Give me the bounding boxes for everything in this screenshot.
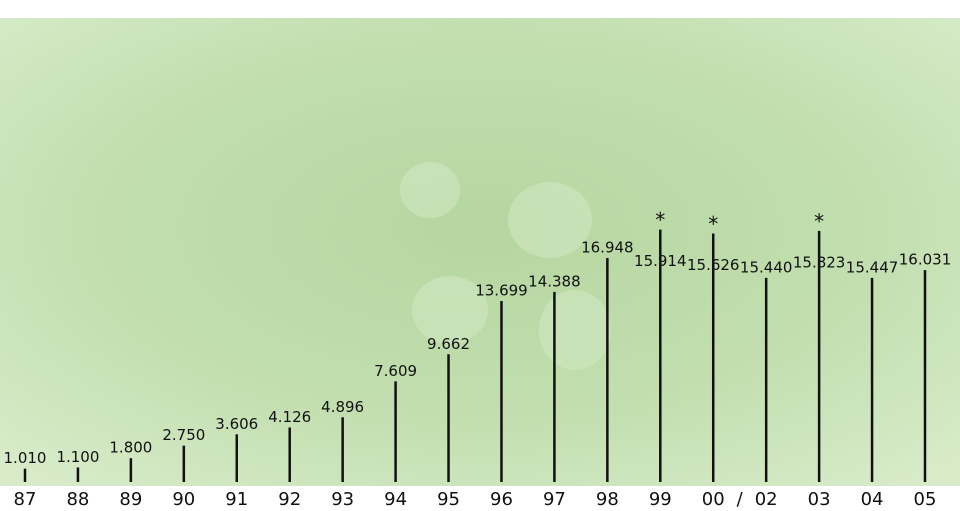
x-tick-label: 88 bbox=[66, 489, 89, 510]
value-label: 15.440 bbox=[740, 258, 793, 276]
value-label: 13.699 bbox=[475, 281, 528, 299]
x-tick-label: 91 bbox=[225, 489, 248, 510]
value-label: 16.031 bbox=[899, 251, 952, 269]
value-label: 15.914 bbox=[634, 252, 687, 270]
x-separator: / bbox=[737, 489, 744, 510]
x-tick-label: 96 bbox=[490, 489, 513, 510]
value-label: 1.100 bbox=[56, 448, 99, 466]
x-tick-label: 90 bbox=[172, 489, 195, 510]
photo-bg bbox=[0, 18, 960, 486]
value-label: 14.388 bbox=[528, 272, 581, 290]
x-tick-label: 98 bbox=[596, 489, 619, 510]
value-label: 3.606 bbox=[215, 415, 258, 433]
egg bbox=[539, 290, 611, 370]
annotation: * bbox=[814, 209, 824, 233]
annotation: * bbox=[655, 208, 665, 232]
value-label: 15.447 bbox=[846, 258, 899, 276]
x-tick-label: 97 bbox=[543, 489, 566, 510]
x-tick-label: 05 bbox=[914, 489, 937, 510]
egg bbox=[412, 276, 488, 344]
value-label: 9.662 bbox=[427, 335, 470, 353]
egg bbox=[400, 162, 460, 218]
value-label: 1.010 bbox=[4, 449, 47, 467]
x-tick-label: 03 bbox=[808, 489, 831, 510]
x-tick-label: 02 bbox=[755, 489, 778, 510]
x-tick-label: 95 bbox=[437, 489, 460, 510]
egg bbox=[508, 182, 592, 258]
x-tick-label: 04 bbox=[861, 489, 884, 510]
x-tick-label: 99 bbox=[649, 489, 672, 510]
x-tick-label: 94 bbox=[384, 489, 407, 510]
x-tick-label: 93 bbox=[331, 489, 354, 510]
value-label: 15.823 bbox=[793, 253, 846, 271]
value-label: 1.800 bbox=[109, 439, 152, 457]
value-label: 15.626 bbox=[687, 256, 740, 274]
x-tick-label: 87 bbox=[14, 489, 37, 510]
annotation: * bbox=[708, 212, 718, 236]
value-label: 4.896 bbox=[321, 398, 364, 416]
value-label: 4.126 bbox=[268, 408, 311, 426]
x-tick-label: 89 bbox=[119, 489, 142, 510]
value-label: 16.948 bbox=[581, 239, 634, 257]
x-tick-label: 92 bbox=[278, 489, 301, 510]
value-label: 2.750 bbox=[162, 426, 205, 444]
x-tick-label: 00 bbox=[702, 489, 725, 510]
value-label: 7.609 bbox=[374, 362, 417, 380]
